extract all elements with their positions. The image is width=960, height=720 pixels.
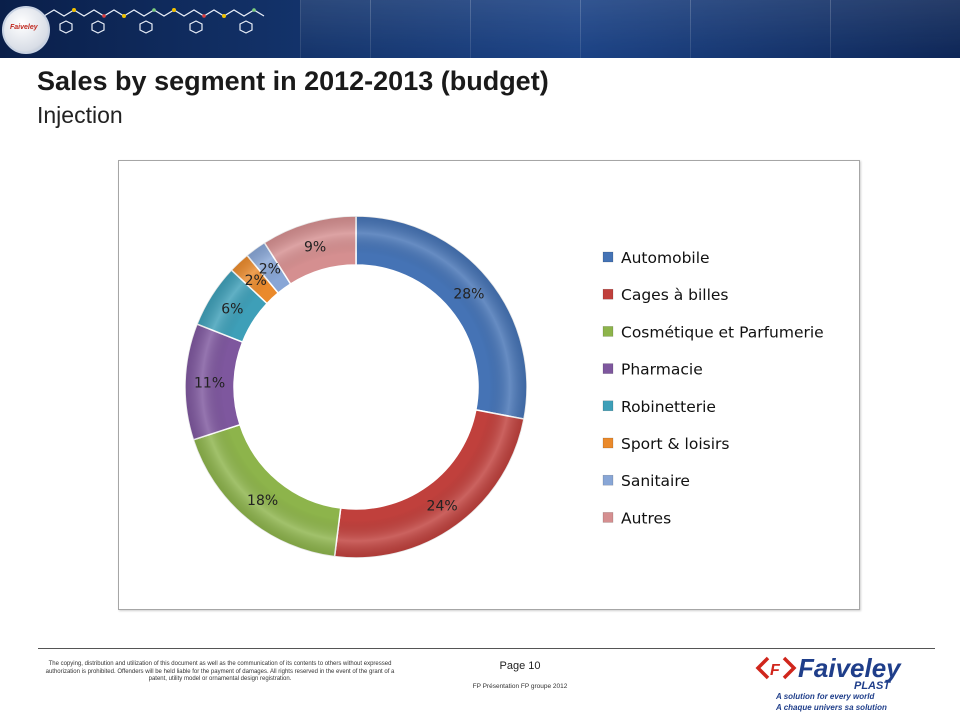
slice-label: 2%: [245, 273, 267, 289]
banner-panel: [580, 0, 691, 58]
legend-label: Cosmétique et Parfumerie: [621, 323, 824, 341]
logo-badge-text: Faiveley: [10, 24, 38, 31]
banner-panel: [370, 0, 471, 58]
banner-panel: [300, 0, 371, 58]
legend-label: Automobile: [621, 249, 710, 267]
slice-label: 24%: [427, 499, 458, 515]
brand-name: Faiveley: [798, 653, 902, 683]
chart-frame: 28% 24% 18% 11% 6% 2% 2% 9% Automobile Cages à b…: [118, 160, 860, 610]
brand-sub: PLAST: [854, 680, 891, 690]
slice-label: 11%: [194, 375, 225, 391]
legend-swatch: [602, 512, 614, 523]
legend-label: Sport & loisirs: [621, 435, 729, 453]
legend-label: Cages à billes: [621, 286, 729, 304]
slide-subtitle: Injection: [37, 102, 123, 128]
legend-label: Sanitaire: [621, 472, 690, 490]
legal-notice: The copying, distribution and utilizatio…: [45, 661, 395, 683]
legend-swatch: [602, 400, 614, 412]
legend-swatch: [602, 437, 614, 449]
banner-panel: [830, 0, 960, 58]
tagline-fr: A chaque univers sa solution: [776, 703, 887, 712]
legend-label: Pharmacie: [621, 361, 703, 379]
page-number: Page 10: [499, 660, 541, 672]
legend-swatch: [602, 251, 614, 263]
legend-swatch: [602, 288, 614, 300]
tagline-en: A solution for every world: [776, 692, 875, 701]
slice-label: 28%: [453, 287, 484, 303]
donut-slice-cages-billes: [333, 408, 525, 559]
molecule-chain-icon: [44, 8, 265, 34]
donut-slice-automobile: [355, 215, 528, 420]
slide-title: Sales by segment in 2012-2013 (budget): [37, 66, 549, 96]
legend-label: Robinetterie: [621, 398, 716, 416]
legend-swatch: [602, 474, 614, 486]
footer-divider: [38, 648, 935, 649]
header-banner: Faiveley: [0, 0, 960, 58]
donut-slice-cosm-tique-et-parfumerie: [192, 423, 342, 558]
logo-badge: Faiveley: [2, 6, 50, 54]
presentation-label: FP Présentation FP groupe 2012: [472, 683, 568, 690]
svg-text:F: F: [770, 662, 781, 679]
legend-swatch: [602, 326, 614, 337]
faiveley-plast-logo: F Faiveley PLAST: [755, 653, 902, 690]
slice-label: 6%: [221, 302, 243, 318]
legend-label: Autres: [621, 509, 671, 527]
slice-label: 18%: [247, 493, 278, 509]
legend-swatch: [602, 363, 614, 374]
banner-panel: [470, 0, 581, 58]
slice-label: 9%: [304, 239, 326, 255]
slice-label: 2%: [259, 261, 281, 277]
banner-panel: [690, 0, 831, 58]
